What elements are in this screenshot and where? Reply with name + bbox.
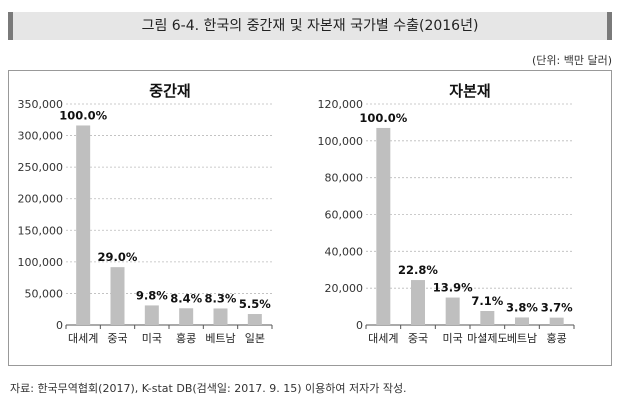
x-tick-label: 일본 bbox=[245, 331, 265, 345]
bar-미국 bbox=[445, 297, 460, 325]
y-tick-label: 60,000 bbox=[325, 209, 364, 222]
data-label: 22.8% bbox=[398, 263, 438, 277]
bar-마셜제도 bbox=[480, 311, 495, 325]
x-tick-label: 홍콩 bbox=[547, 331, 567, 345]
data-label: 100.0% bbox=[359, 111, 407, 125]
x-tick-label: 베트남 bbox=[507, 332, 537, 345]
x-tick-label: 중국 bbox=[408, 332, 428, 345]
y-tick-label: 100,000 bbox=[18, 256, 64, 269]
y-tick-label: 150,000 bbox=[18, 224, 64, 237]
data-label: 13.9% bbox=[433, 281, 473, 295]
bar-홍콩 bbox=[549, 317, 564, 325]
chart-title: 중간재 bbox=[149, 82, 190, 100]
x-tick-label: 대세계 bbox=[68, 332, 98, 345]
bar-베트남 bbox=[213, 308, 228, 325]
data-label: 5.5% bbox=[239, 297, 271, 311]
y-tick-label: 100,000 bbox=[318, 135, 364, 148]
chart-frame bbox=[8, 70, 612, 366]
bar-중국 bbox=[110, 267, 125, 325]
figure-title: 그림 6-4. 한국의 중간재 및 자본재 국가별 수출(2016년) bbox=[8, 12, 612, 40]
bar-일본 bbox=[247, 314, 262, 325]
y-tick-label: 250,000 bbox=[18, 161, 64, 174]
y-tick-label: 40,000 bbox=[325, 245, 364, 258]
bar-베트남 bbox=[515, 317, 529, 325]
data-label: 8.3% bbox=[205, 291, 237, 305]
chart-title: 자본재 bbox=[449, 82, 490, 100]
y-tick-label: 80,000 bbox=[325, 172, 364, 185]
x-tick-label: 홍콩 bbox=[176, 331, 196, 345]
bar-중국 bbox=[411, 280, 425, 325]
source-note: 자료: 한국무역협회(2017), K-stat DB(검색일: 2017. 9… bbox=[10, 382, 407, 395]
data-label: 100.0% bbox=[59, 108, 107, 122]
bar-대세계 bbox=[76, 125, 91, 326]
x-tick-label: 중국 bbox=[107, 332, 127, 345]
y-tick-label: 0 bbox=[356, 319, 363, 332]
bar-대세계 bbox=[376, 127, 391, 325]
y-tick-label: 200,000 bbox=[18, 193, 64, 206]
data-label: 29.0% bbox=[98, 250, 138, 264]
data-label: 8.4% bbox=[170, 291, 202, 305]
y-tick-label: 120,000 bbox=[318, 98, 364, 111]
x-tick-label: 베트남 bbox=[205, 332, 235, 345]
y-tick-label: 50,000 bbox=[25, 287, 64, 300]
data-label: 3.7% bbox=[541, 301, 573, 315]
data-label: 7.1% bbox=[471, 294, 503, 308]
y-tick-label: 300,000 bbox=[18, 130, 64, 143]
unit-label: (단위: 백만 달러) bbox=[531, 54, 612, 67]
x-tick-label: 미국 bbox=[142, 332, 162, 345]
y-tick-label: 20,000 bbox=[325, 282, 364, 295]
x-tick-label: 미국 bbox=[443, 332, 463, 345]
y-tick-label: 350,000 bbox=[18, 98, 64, 111]
x-tick-label: 대세계 bbox=[368, 332, 398, 345]
bar-홍콩 bbox=[179, 308, 194, 325]
data-label: 9.8% bbox=[136, 288, 168, 302]
x-tick-label: 마셜제도 bbox=[467, 332, 507, 345]
bar-미국 bbox=[144, 305, 159, 325]
y-tick-label: 0 bbox=[56, 319, 63, 332]
data-label: 3.8% bbox=[506, 300, 538, 314]
